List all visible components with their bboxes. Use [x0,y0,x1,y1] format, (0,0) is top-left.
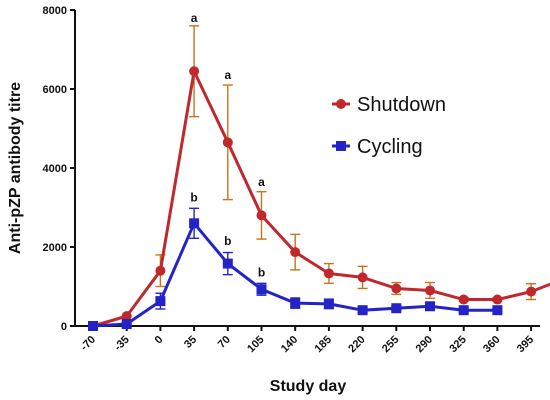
series-cycling [88,207,503,331]
data-point-cycling [256,284,267,295]
legend-item-shutdown: Shutdown [332,94,446,116]
y-axis-title: Anti-pZP antibody titre [7,82,24,254]
data-point-cycling [189,218,200,229]
data-point-shutdown [357,272,368,283]
x-axis-title: Study day [270,378,347,395]
y-tick-label: 2000 [43,242,67,254]
x-tick-label: 185 [313,334,334,355]
x-tick-label: 255 [380,334,401,355]
data-point-cycling [458,305,469,316]
x-ticks: -70-350357010514018522025529032536039542… [78,326,550,355]
data-point-cycling [121,319,132,330]
data-point-shutdown [391,283,402,294]
data-point-cycling [222,258,233,269]
data-point-shutdown [425,285,435,296]
data-point-cycling [290,298,301,309]
data-point-cycling [323,298,334,309]
significance-label: a [258,175,265,189]
series-shutdown [88,25,550,331]
data-point-shutdown [290,247,301,258]
data-point-shutdown [155,265,166,276]
legend: Shutdown Cycling [332,94,446,158]
legend-item-cycling: Cycling [332,136,423,158]
series-line-shutdown [92,69,550,328]
data-point-shutdown [458,294,469,305]
x-tick-label: 0 [153,334,166,347]
x-tick-label: -35 [112,334,132,354]
x-tick-label: 105 [245,334,266,355]
data-point-cycling [155,296,166,307]
x-tick-label: 140 [279,334,300,355]
data-point-shutdown [121,311,132,322]
series-layer [88,25,550,331]
data-point-shutdown [492,294,503,305]
data-point-cycling [492,305,503,316]
data-point-cycling [357,305,368,316]
axes [74,10,540,327]
x-tick-label: 70 [216,334,233,351]
x-tick-label: 35 [182,334,199,351]
legend-label-shutdown: Shutdown [357,94,446,116]
data-point-shutdown [256,210,267,221]
data-point-cycling [88,321,98,331]
legend-label-cycling: Cycling [357,136,423,158]
x-tick-label: -70 [78,334,98,354]
legend-marker-cycling [336,141,346,151]
data-point-shutdown [189,66,200,77]
y-tick-label: 4000 [43,163,67,175]
x-tick-label: 360 [481,334,502,355]
x-tick-label: 220 [346,334,367,355]
data-point-cycling [391,303,402,314]
significance-label: b [190,191,197,205]
y-tick-label: 0 [61,321,67,333]
data-point-shutdown [526,286,537,297]
x-tick-label: 290 [414,334,435,355]
data-point-shutdown [222,137,233,148]
x-tick-label: 395 [515,334,536,355]
y-tick-label: 8000 [43,5,67,17]
significance-label: b [258,266,265,280]
significance-label: b [224,234,231,248]
y-ticks: 0 2000 4000 6000 8000 [43,5,75,333]
y-tick-label: 6000 [43,84,67,96]
legend-marker-shutdown [336,99,346,109]
annotations: a a a b b b [190,11,265,280]
x-tick-label: 325 [447,334,468,355]
data-point-shutdown [323,268,334,279]
significance-label: a [191,11,198,25]
significance-label: a [224,68,231,82]
data-point-cycling [425,301,435,312]
